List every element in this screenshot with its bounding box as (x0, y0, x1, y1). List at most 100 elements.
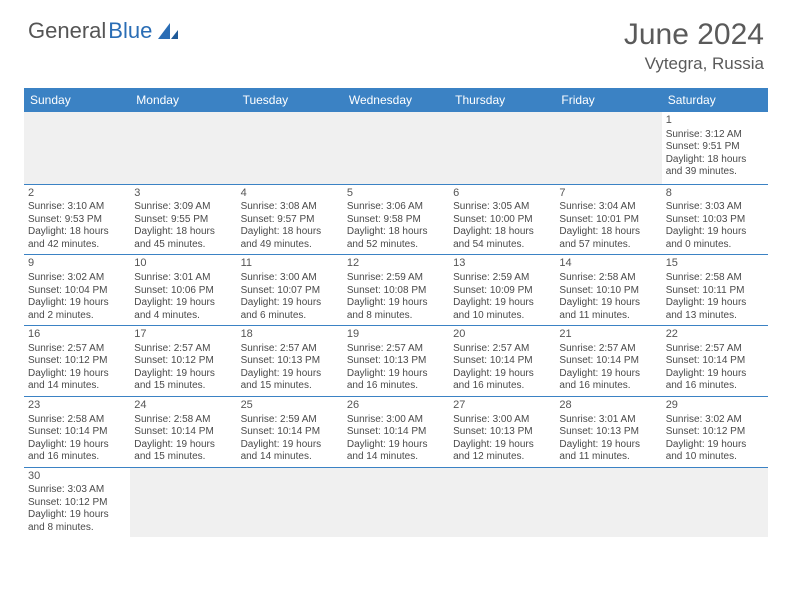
day-info-line: Daylight: 19 hours (134, 439, 232, 452)
day-info-line: and 12 minutes. (453, 451, 551, 464)
day-info-line: Daylight: 18 hours (666, 154, 764, 167)
day-number: 3 (134, 187, 232, 201)
col-tuesday: Tuesday (237, 88, 343, 112)
day-info-line: Daylight: 19 hours (453, 297, 551, 310)
day-number: 22 (666, 328, 764, 342)
calendar-cell: 15Sunrise: 2:58 AMSunset: 10:11 PMDaylig… (662, 255, 768, 326)
day-info-line: and 54 minutes. (453, 239, 551, 252)
calendar-cell (449, 112, 555, 184)
title-block: June 2024 Vytegra, Russia (624, 18, 764, 74)
day-number: 26 (347, 399, 445, 413)
calendar-cell (237, 112, 343, 184)
col-wednesday: Wednesday (343, 88, 449, 112)
calendar-cell (343, 467, 449, 537)
title-month: June 2024 (624, 18, 764, 52)
day-info-line: Sunrise: 3:00 AM (347, 414, 445, 427)
day-info-line: Sunrise: 3:10 AM (28, 201, 126, 214)
calendar-cell (24, 112, 130, 184)
day-info-line: Daylight: 19 hours (347, 439, 445, 452)
day-info-line: Daylight: 19 hours (666, 226, 764, 239)
day-number: 25 (241, 399, 339, 413)
logo-word-general: General (28, 18, 106, 44)
day-info-line: Sunset: 10:09 PM (453, 285, 551, 298)
day-info-line: Sunrise: 2:58 AM (134, 414, 232, 427)
calendar-cell: 11Sunrise: 3:00 AMSunset: 10:07 PMDaylig… (237, 255, 343, 326)
day-info-line: Sunset: 9:53 PM (28, 214, 126, 227)
day-number: 15 (666, 257, 764, 271)
col-monday: Monday (130, 88, 236, 112)
day-info-line: and 2 minutes. (28, 310, 126, 323)
calendar-week-row: 23Sunrise: 2:58 AMSunset: 10:14 PMDaylig… (24, 396, 768, 467)
day-info-line: Sunrise: 3:12 AM (666, 129, 764, 142)
day-info-line: and 16 minutes. (666, 380, 764, 393)
day-info-line: Sunrise: 2:58 AM (559, 272, 657, 285)
day-info-line: Sunset: 10:12 PM (134, 355, 232, 368)
day-info-line: and 57 minutes. (559, 239, 657, 252)
day-info-line: Sunset: 10:13 PM (347, 355, 445, 368)
day-info-line: Sunrise: 3:06 AM (347, 201, 445, 214)
calendar-cell (449, 467, 555, 537)
day-info-line: Sunset: 10:12 PM (28, 497, 126, 510)
day-number: 5 (347, 187, 445, 201)
day-number: 9 (28, 257, 126, 271)
day-info-line: Daylight: 19 hours (241, 439, 339, 452)
day-info-line: Daylight: 18 hours (559, 226, 657, 239)
col-friday: Friday (555, 88, 661, 112)
calendar-cell: 24Sunrise: 2:58 AMSunset: 10:14 PMDaylig… (130, 396, 236, 467)
day-number: 23 (28, 399, 126, 413)
calendar-cell (662, 467, 768, 537)
calendar-cell: 27Sunrise: 3:00 AMSunset: 10:13 PMDaylig… (449, 396, 555, 467)
day-info-line: Sunset: 9:57 PM (241, 214, 339, 227)
day-info-line: and 10 minutes. (453, 310, 551, 323)
day-info-line: and 16 minutes. (347, 380, 445, 393)
day-info-line: Sunrise: 3:01 AM (134, 272, 232, 285)
day-info-line: Sunrise: 3:09 AM (134, 201, 232, 214)
day-info-line: Sunrise: 2:59 AM (347, 272, 445, 285)
logo-word-blue: Blue (108, 18, 152, 44)
calendar-week-row: 1Sunrise: 3:12 AMSunset: 9:51 PMDaylight… (24, 112, 768, 184)
day-number: 2 (28, 187, 126, 201)
day-number: 29 (666, 399, 764, 413)
day-number: 14 (559, 257, 657, 271)
day-info-line: Daylight: 18 hours (347, 226, 445, 239)
day-info-line: Sunset: 10:14 PM (453, 355, 551, 368)
day-info-line: and 13 minutes. (666, 310, 764, 323)
day-info-line: Sunrise: 3:03 AM (666, 201, 764, 214)
day-info-line: and 11 minutes. (559, 310, 657, 323)
day-info-line: Daylight: 19 hours (134, 297, 232, 310)
calendar-cell: 29Sunrise: 3:02 AMSunset: 10:12 PMDaylig… (662, 396, 768, 467)
day-info-line: and 4 minutes. (134, 310, 232, 323)
day-info-line: Daylight: 18 hours (28, 226, 126, 239)
calendar-cell: 19Sunrise: 2:57 AMSunset: 10:13 PMDaylig… (343, 326, 449, 397)
day-info-line: Daylight: 19 hours (666, 439, 764, 452)
day-number: 24 (134, 399, 232, 413)
day-info-line: Sunset: 9:58 PM (347, 214, 445, 227)
day-info-line: Daylight: 19 hours (666, 297, 764, 310)
calendar-cell: 5Sunrise: 3:06 AMSunset: 9:58 PMDaylight… (343, 184, 449, 255)
calendar-cell: 16Sunrise: 2:57 AMSunset: 10:12 PMDaylig… (24, 326, 130, 397)
calendar-cell: 3Sunrise: 3:09 AMSunset: 9:55 PMDaylight… (130, 184, 236, 255)
col-saturday: Saturday (662, 88, 768, 112)
day-info-line: Daylight: 19 hours (453, 439, 551, 452)
day-info-line: Sunrise: 3:03 AM (28, 484, 126, 497)
day-info-line: Daylight: 19 hours (453, 368, 551, 381)
day-info-line: and 39 minutes. (666, 166, 764, 179)
day-info-line: Sunset: 10:14 PM (241, 426, 339, 439)
logo: GeneralBlue (28, 18, 182, 44)
day-info-line: Sunset: 10:13 PM (241, 355, 339, 368)
day-info-line: Sunrise: 2:57 AM (134, 343, 232, 356)
day-info-line: Sunrise: 3:00 AM (241, 272, 339, 285)
calendar-cell: 9Sunrise: 3:02 AMSunset: 10:04 PMDayligh… (24, 255, 130, 326)
calendar-header-row: Sunday Monday Tuesday Wednesday Thursday… (24, 88, 768, 112)
day-info-line: and 14 minutes. (241, 451, 339, 464)
calendar-cell (555, 112, 661, 184)
calendar-cell: 7Sunrise: 3:04 AMSunset: 10:01 PMDayligh… (555, 184, 661, 255)
calendar-cell: 8Sunrise: 3:03 AMSunset: 10:03 PMDayligh… (662, 184, 768, 255)
day-info-line: Daylight: 19 hours (241, 368, 339, 381)
day-info-line: Sunset: 10:01 PM (559, 214, 657, 227)
calendar-cell: 13Sunrise: 2:59 AMSunset: 10:09 PMDaylig… (449, 255, 555, 326)
day-info-line: Sunset: 10:14 PM (134, 426, 232, 439)
day-number: 4 (241, 187, 339, 201)
day-info-line: Sunrise: 2:57 AM (666, 343, 764, 356)
day-info-line: and 45 minutes. (134, 239, 232, 252)
